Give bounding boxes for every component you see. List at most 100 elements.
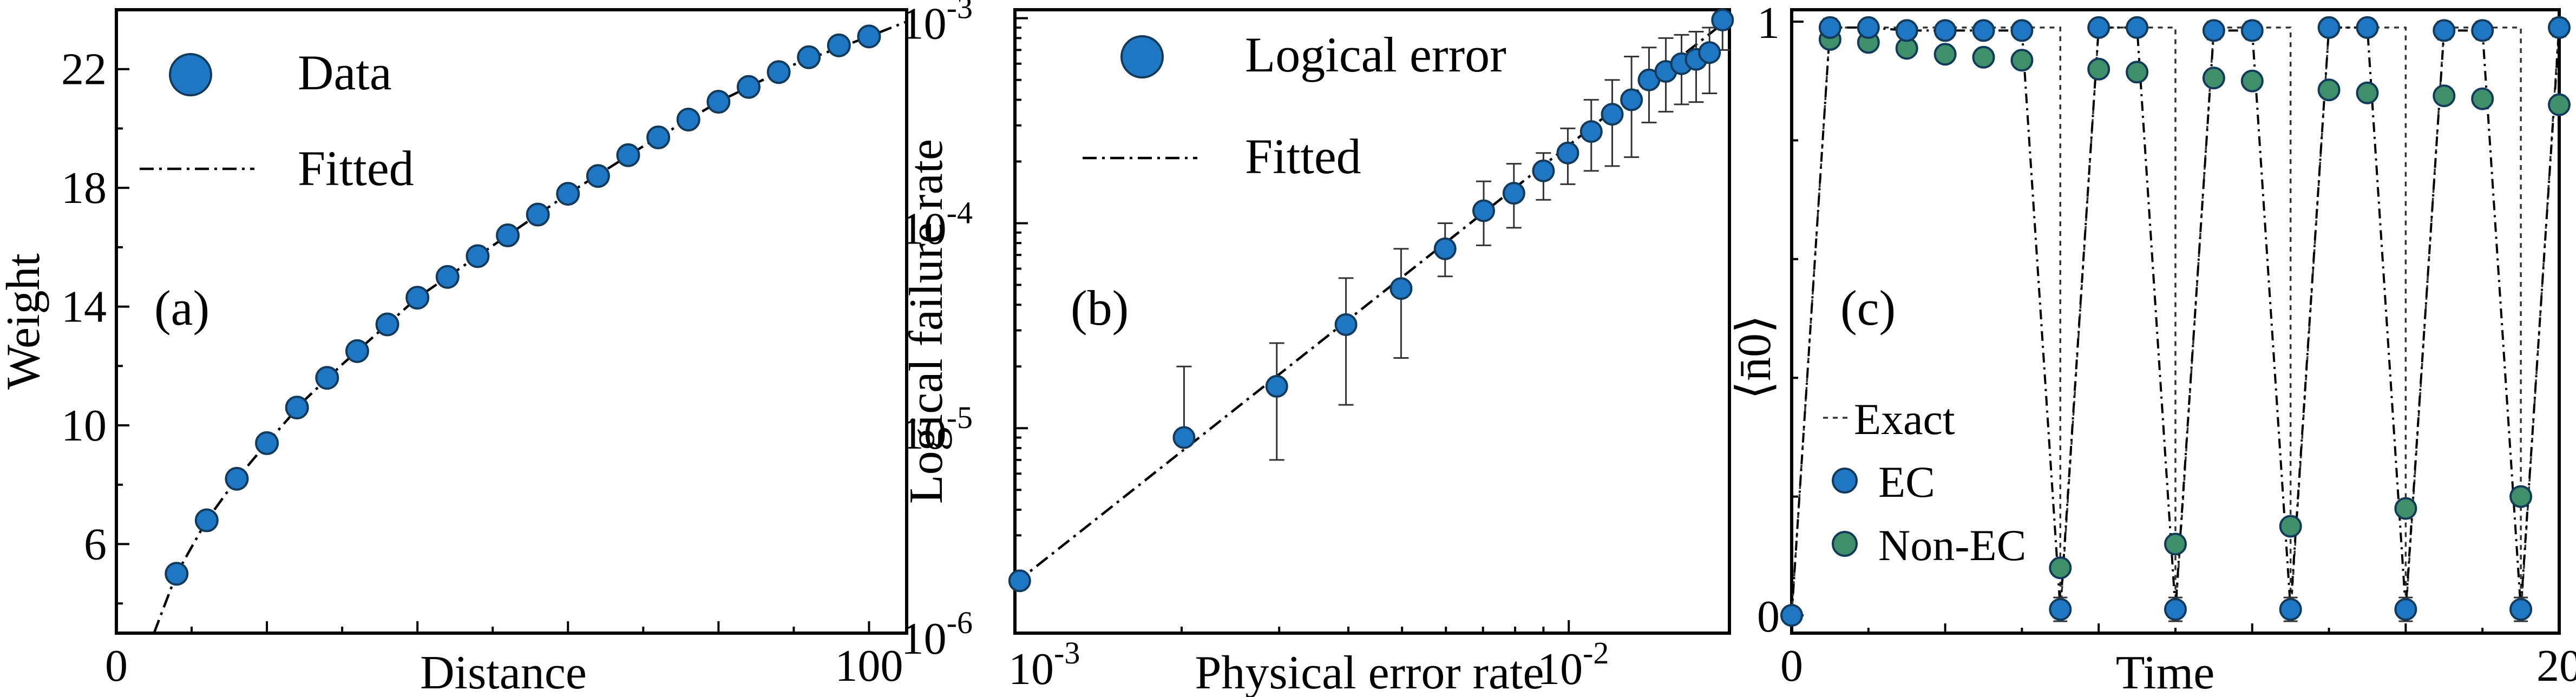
panel-c-non-ec-point xyxy=(1933,43,1957,66)
panel-a-fitted-line xyxy=(153,20,907,634)
panel-a-data-point xyxy=(857,24,881,49)
panel-c-non-ec-point xyxy=(2240,69,2264,93)
panel-c-x-tick-label: 0 xyxy=(1780,641,1803,691)
panel-c-ec-point xyxy=(2087,16,2110,39)
panel-a-data-point xyxy=(435,265,460,289)
panel-b-label: (b) xyxy=(1071,280,1129,336)
panel-c-ec-point xyxy=(1818,16,1841,39)
panel-b-x-tick-label: 10-3 xyxy=(1008,635,1080,694)
panel-a-y-tick-label: 22 xyxy=(61,44,107,95)
panel-c-ec-point xyxy=(2317,16,2341,39)
panel-c-ylabel: ⟨n̄0⟩ xyxy=(1728,315,1781,400)
panel-b-data-point xyxy=(1433,237,1457,260)
panel-b-data-point xyxy=(1172,426,1196,449)
panel-a-fit-path xyxy=(153,20,907,634)
panel-c-ec-point xyxy=(2126,16,2149,39)
panel-a-data-point xyxy=(737,75,761,99)
panel-a-legend-data-label: Data xyxy=(298,45,392,100)
panel-a-ticks: 0 100 6 10 14 18 22 xyxy=(61,9,903,691)
panel-c-x-tick-label: 20 xyxy=(2536,641,2576,691)
panel-a-data-point xyxy=(225,466,249,491)
panel-a-ylabel: Weight xyxy=(0,253,50,390)
panel-b-data-point xyxy=(1556,141,1579,165)
panel-c-ec-point xyxy=(2394,598,2417,621)
panel-c-non-ec-point xyxy=(2164,532,2187,556)
panel-b-data-point xyxy=(1601,103,1624,126)
panel-a-data-point xyxy=(375,312,399,337)
panel-a-data-point xyxy=(586,164,610,188)
panel-c-ec-point xyxy=(1780,604,1803,627)
panel-c-label: (c) xyxy=(1840,280,1896,336)
panel-a-data-point xyxy=(285,396,309,420)
panel-c-ec-point xyxy=(2240,19,2264,42)
panel-a-data-point xyxy=(405,286,430,310)
panel-c-legend-exact-label: Exact xyxy=(1854,394,1955,444)
panel-a-x-tick-label: 100 xyxy=(835,641,903,691)
panel-a-y-tick-label: 14 xyxy=(61,282,107,332)
panel-a-legend: Data Fitted xyxy=(140,45,414,196)
panel-b-legend-fit-label: Fitted xyxy=(1245,129,1361,184)
panel-b-data-point xyxy=(1008,569,1031,593)
panel-c-ec-path xyxy=(1791,26,2560,616)
panel-a-data-point xyxy=(556,182,580,206)
panel-c-legend-non-ec-marker xyxy=(1832,531,1858,557)
panel-b-y-tick-label: 10-4 xyxy=(901,195,973,254)
panel-a-data-point xyxy=(526,202,550,227)
panel-c-ec-point xyxy=(2279,598,2302,621)
panel-c-ec-point xyxy=(2010,19,2034,42)
panel-c-legend-non-ec-label: Non-EC xyxy=(1878,521,2026,570)
panel-a-data-point xyxy=(345,339,369,363)
panel-c-ec-point xyxy=(2548,16,2571,39)
panel-a-data-point xyxy=(255,431,279,455)
panel-b-frame xyxy=(1013,8,1731,635)
panel-a-frame xyxy=(115,8,908,635)
panel-c-non-ec-point xyxy=(2010,49,2034,72)
panel-c-exact-line xyxy=(1791,21,2560,616)
panel-c-legend: Exact EC Non-EC xyxy=(1823,394,2026,570)
panel-c-ec-point xyxy=(2433,19,2456,42)
panel-c-non-ec-point xyxy=(2356,81,2379,104)
panel-b-ylabel: Logical failure rate xyxy=(900,139,953,504)
panel-c-exact-path xyxy=(1791,21,2560,616)
panel-a-data-point xyxy=(766,60,791,84)
panel-c-y-tick-label: 0 xyxy=(1757,591,1780,642)
panel-c-non-ec-point xyxy=(2126,61,2149,84)
panel-c-non-ec-point xyxy=(1972,45,1995,69)
panel-a-data-point xyxy=(797,45,821,69)
panel-b-data-point xyxy=(1265,374,1288,398)
panel-b-data-points xyxy=(1008,9,1734,593)
panel-c-non-ec-point xyxy=(2548,93,2571,116)
panel-c-xlabel: Time xyxy=(2116,647,2215,697)
panel-c-non-ec-point xyxy=(2394,497,2417,520)
panel-b-ticks: 10-3 10-2 10-6 10-5 10-4 10-3 xyxy=(901,0,1609,694)
panel-a-y-tick-label: 6 xyxy=(84,519,107,569)
panel-c-non-ec-point xyxy=(2317,78,2341,102)
panel-b-legend-logical-error-marker xyxy=(1120,35,1164,78)
panel-a-legend-fit-label: Fitted xyxy=(298,141,414,196)
panel-a-data-point xyxy=(676,107,700,131)
panel-b-legend: Logical error Fitted xyxy=(1083,27,1506,184)
panel-c-non-ec-point xyxy=(2433,84,2456,108)
panel-a: 0 100 6 10 14 18 22 (a) Distance Weight Data F… xyxy=(0,8,908,697)
panel-c-non-ec-point xyxy=(2087,57,2110,81)
panel-b-data-point xyxy=(1334,313,1358,336)
panel-a-data-point xyxy=(827,33,851,57)
panel-c-ec-line xyxy=(1791,26,2560,616)
panel-c-ec-point xyxy=(1857,16,1880,39)
panel-a-xlabel: Distance xyxy=(420,647,587,697)
panel-a-data-point xyxy=(706,90,731,114)
panel-a-data-point xyxy=(165,562,189,586)
panel-a-data-point xyxy=(194,508,219,532)
panel-b-data-point xyxy=(1472,199,1495,222)
panel-b-data-point xyxy=(1711,9,1734,32)
panel-b-data-point xyxy=(1579,120,1603,143)
panel-c-ec-point xyxy=(1895,19,1918,42)
panel-b-data-point xyxy=(1532,159,1555,182)
panel-c-ec-point xyxy=(2509,598,2533,621)
panel-c-ticks: 0 20 0 1 xyxy=(1757,0,2576,691)
panel-b-y-tick-label: 10-3 xyxy=(901,0,973,49)
panel-a-data-point xyxy=(466,244,490,268)
panel-a-data-point xyxy=(616,143,640,167)
panel-c-ec-point xyxy=(2164,598,2187,621)
